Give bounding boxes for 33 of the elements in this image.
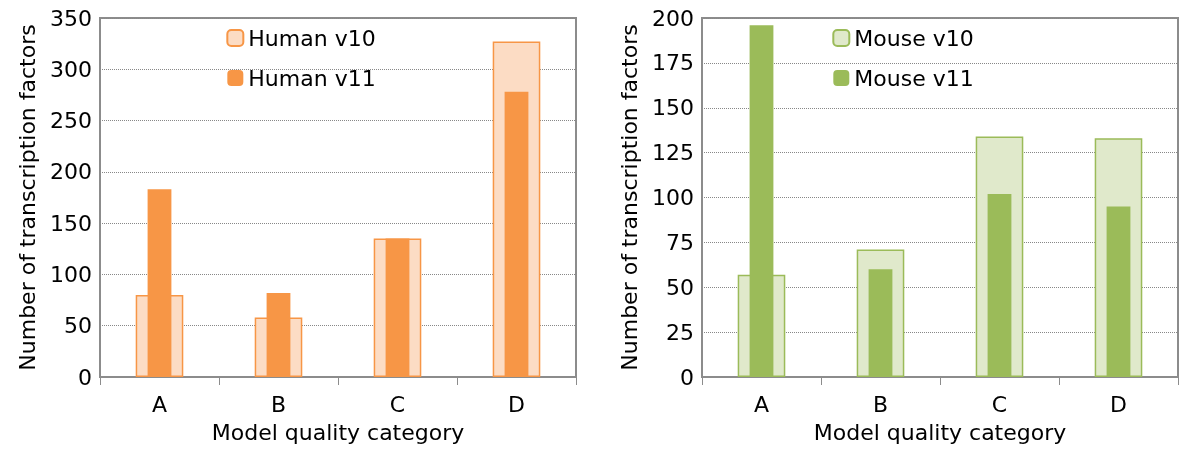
y-tick-label: 250 bbox=[50, 108, 92, 134]
y-tick-label: 100 bbox=[652, 185, 694, 210]
y-tick-label: 100 bbox=[50, 261, 92, 287]
y-tick-label: 75 bbox=[666, 229, 694, 255]
y-axis-title: Number of transcription factors bbox=[14, 24, 40, 371]
x-tick-label: D bbox=[508, 391, 525, 417]
y-tick-label: 0 bbox=[680, 364, 694, 390]
y-tick-label: 200 bbox=[652, 5, 694, 31]
y-tick-label: 150 bbox=[652, 95, 694, 121]
y-tick-label: 50 bbox=[64, 313, 92, 339]
x-axis-title: Model quality category bbox=[211, 419, 465, 445]
x-tick-label: C bbox=[389, 391, 406, 417]
x-tick-label: C bbox=[991, 391, 1008, 417]
y-tick-label: 200 bbox=[50, 159, 92, 185]
y-tick-label: 150 bbox=[50, 210, 92, 236]
y-tick-label: 50 bbox=[666, 274, 694, 300]
y-tick-label: 175 bbox=[652, 50, 694, 76]
x-tick-label: A bbox=[151, 391, 168, 417]
y-axis-title: Number of transcription factors bbox=[616, 24, 642, 371]
y-tick-label: 25 bbox=[666, 319, 694, 345]
legend-label: Mouse v11 bbox=[854, 65, 974, 91]
x-tick-label: A bbox=[753, 391, 770, 417]
legend-label: Human v11 bbox=[248, 65, 376, 91]
x-tick-label: B bbox=[270, 391, 287, 417]
y-tick-label: 300 bbox=[50, 56, 92, 82]
x-tick-label: B bbox=[872, 391, 889, 417]
y-tick-label: 0 bbox=[78, 364, 92, 390]
y-tick-label: 350 bbox=[50, 5, 92, 31]
y-tick-label: 125 bbox=[652, 140, 694, 166]
legend-label: Human v10 bbox=[248, 25, 376, 51]
x-axis-title: Model quality category bbox=[813, 419, 1067, 445]
legend-label: Mouse v10 bbox=[854, 25, 974, 51]
x-tick-label: D bbox=[1110, 391, 1127, 417]
